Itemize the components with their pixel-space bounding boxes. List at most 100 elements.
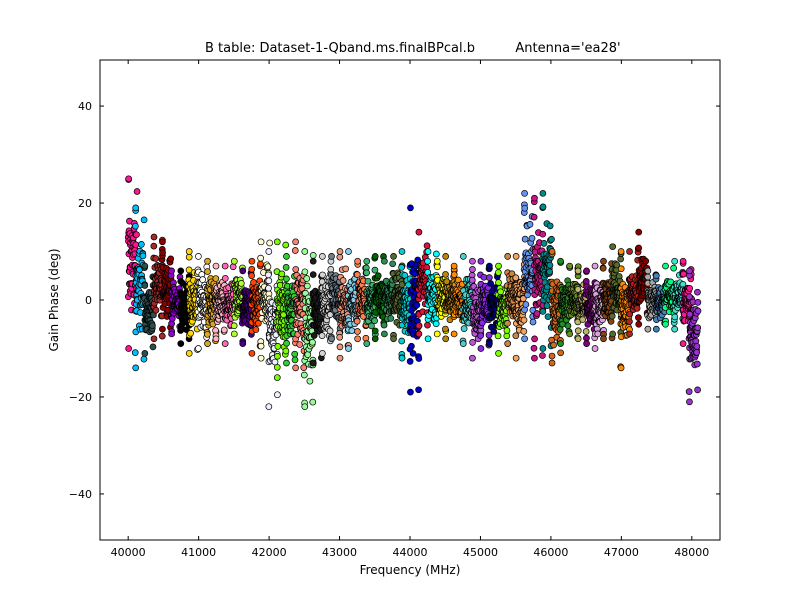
data-point-extreme bbox=[283, 253, 290, 260]
x-tick-label: 42000 bbox=[252, 546, 287, 559]
data-point-extreme bbox=[185, 349, 193, 357]
data-point bbox=[539, 230, 547, 238]
x-tick-label: 43000 bbox=[322, 546, 357, 559]
data-point-extreme bbox=[662, 320, 669, 328]
data-point bbox=[326, 327, 334, 335]
data-point-extreme bbox=[248, 257, 256, 265]
data-point-extreme bbox=[531, 354, 538, 362]
x-tick-label: 44000 bbox=[393, 546, 428, 559]
data-point bbox=[327, 265, 335, 273]
data-point-extreme bbox=[354, 335, 361, 343]
data-point-extreme bbox=[159, 238, 166, 246]
data-point-extreme bbox=[583, 267, 590, 275]
data-point-extreme bbox=[150, 233, 158, 241]
data-point-extreme bbox=[301, 403, 309, 411]
data-point-extreme bbox=[469, 257, 476, 265]
data-point-extreme bbox=[652, 325, 660, 333]
data-point-extreme bbox=[150, 335, 158, 343]
data-point bbox=[141, 282, 149, 289]
series-2 bbox=[141, 262, 157, 357]
x-tick-label: 48000 bbox=[674, 546, 709, 559]
data-point-extreme bbox=[407, 204, 414, 212]
data-point bbox=[274, 343, 282, 350]
x-axis-label: Frequency (MHz) bbox=[360, 563, 461, 577]
data-point-extreme bbox=[363, 257, 371, 265]
data-point-extreme bbox=[195, 253, 202, 260]
data-point bbox=[387, 315, 395, 322]
data-point bbox=[582, 328, 590, 335]
data-point bbox=[406, 358, 414, 365]
data-point-extreme bbox=[273, 238, 281, 246]
data-point bbox=[415, 355, 423, 362]
data-point bbox=[152, 255, 160, 262]
data-point-extreme bbox=[177, 267, 185, 275]
data-point bbox=[680, 270, 687, 278]
data-point-extreme bbox=[381, 330, 388, 338]
data-point bbox=[282, 347, 290, 355]
data-point bbox=[434, 263, 441, 271]
data-point-extreme bbox=[292, 364, 299, 372]
data-point bbox=[546, 261, 554, 269]
data-point bbox=[694, 288, 701, 296]
data-point bbox=[617, 265, 625, 273]
data-point-extreme bbox=[574, 335, 582, 343]
data-point bbox=[274, 352, 281, 360]
data-point-extreme bbox=[531, 194, 538, 202]
data-point bbox=[442, 271, 449, 278]
data-point bbox=[266, 239, 273, 247]
data-point bbox=[265, 271, 272, 279]
data-point-extreme bbox=[557, 257, 564, 265]
data-point-extreme bbox=[459, 253, 467, 260]
data-point bbox=[546, 222, 554, 230]
data-point bbox=[371, 327, 379, 335]
data-point bbox=[504, 319, 511, 327]
data-point bbox=[291, 356, 299, 364]
data-point-extreme bbox=[548, 359, 556, 367]
data-point bbox=[635, 314, 642, 321]
data-point bbox=[522, 301, 530, 308]
data-point bbox=[131, 349, 139, 356]
data-point bbox=[282, 264, 290, 271]
data-point bbox=[512, 274, 520, 282]
data-point bbox=[319, 271, 326, 279]
data-point bbox=[150, 242, 158, 250]
data-point bbox=[633, 304, 641, 312]
data-point bbox=[408, 342, 415, 350]
data-point-extreme bbox=[477, 257, 485, 265]
data-point bbox=[469, 266, 476, 273]
data-point-extreme bbox=[204, 340, 211, 347]
data-point-extreme bbox=[662, 262, 669, 270]
data-point bbox=[336, 333, 344, 341]
data-point-extreme bbox=[617, 248, 625, 255]
x-tick-label: 45000 bbox=[463, 546, 498, 559]
data-point bbox=[273, 363, 281, 371]
data-point bbox=[442, 325, 449, 333]
data-point bbox=[533, 310, 541, 317]
data-point-extreme bbox=[345, 345, 352, 352]
data-point bbox=[132, 222, 139, 230]
data-point bbox=[497, 288, 504, 296]
data-point-extreme bbox=[415, 228, 423, 236]
data-point-extreme bbox=[221, 340, 229, 347]
data-point bbox=[546, 268, 553, 276]
data-point bbox=[212, 275, 220, 282]
data-point-extreme bbox=[557, 340, 564, 347]
data-point bbox=[187, 329, 194, 337]
data-point-extreme bbox=[125, 175, 132, 183]
data-point bbox=[583, 334, 590, 342]
data-point bbox=[694, 386, 701, 394]
data-point-extreme bbox=[679, 340, 687, 347]
data-point bbox=[686, 293, 693, 301]
data-point-extreme bbox=[248, 349, 256, 357]
data-point-extreme bbox=[273, 374, 281, 381]
data-point-extreme bbox=[265, 248, 273, 255]
data-point bbox=[670, 264, 677, 272]
data-point bbox=[257, 254, 264, 262]
data-point bbox=[167, 255, 175, 263]
data-point-extreme bbox=[495, 349, 502, 357]
data-point bbox=[635, 244, 643, 252]
data-point-extreme bbox=[504, 340, 512, 347]
data-point-extreme bbox=[336, 354, 344, 362]
data-point-extreme bbox=[328, 253, 335, 260]
